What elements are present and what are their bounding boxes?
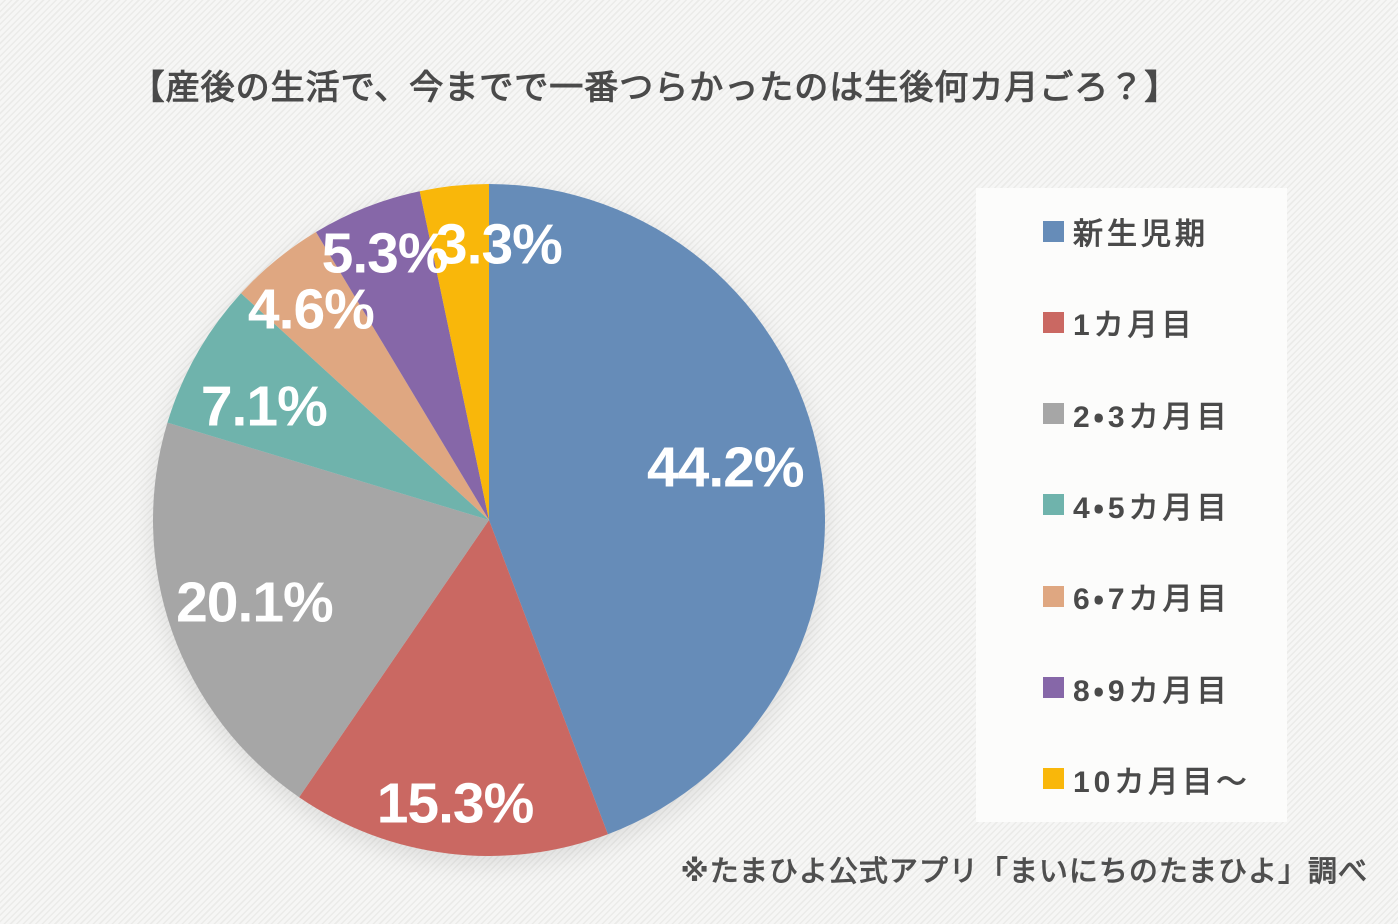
pie-slice-4 <box>241 231 489 520</box>
legend-label: 1カ月目 <box>1073 309 1196 343</box>
source-note: ※たまひよ公式アプリ「まいにちのたまひよ」調べ <box>680 856 1368 888</box>
slice-value-label-0: 44.2% <box>646 435 805 500</box>
legend-swatch-icon <box>1043 220 1064 242</box>
legend-swatch-icon <box>1043 768 1064 790</box>
legend-item-1: 1カ月目 <box>1043 305 1277 342</box>
pie-chart <box>153 184 825 856</box>
pie-slice-0 <box>489 184 825 835</box>
legend-swatch-icon <box>1043 585 1064 607</box>
legend-swatch-icon <box>1043 677 1064 699</box>
legend-item-2: 2・3カ月目 <box>1043 397 1277 434</box>
slice-value-label-4: 4.6% <box>247 277 375 342</box>
slice-value-label-5: 5.3% <box>321 221 449 286</box>
legend-swatch-icon <box>1043 403 1064 425</box>
slice-value-label-2: 20.1% <box>176 570 334 634</box>
slice-value-label-1: 15.3% <box>376 771 535 836</box>
chart-title: 【産後の生活で、今までで一番つらかったのは生後何カ月ごろ？】 <box>130 69 1180 107</box>
legend-label: 8・9カ月目 <box>1073 674 1231 708</box>
pie-slice-6 <box>419 184 489 520</box>
legend-item-0: 新生児期 <box>1043 214 1277 251</box>
slice-value-label-3: 7.1% <box>200 374 328 439</box>
legend-label: 2・3カ月目 <box>1073 400 1231 434</box>
pie-wrap: 44.2% 15.3% 20.1% 7.1% 4.6% 5.3% 3.3% <box>153 184 825 856</box>
legend-item-6: 10カ月目〜 <box>1043 762 1277 799</box>
pie-slice-5 <box>315 191 489 520</box>
legend-swatch-icon <box>1043 311 1064 333</box>
pie-slice-2 <box>153 422 489 798</box>
pie-slice-1 <box>299 520 608 856</box>
legend-item-3: 4・5カ月目 <box>1043 488 1277 525</box>
legend-label: 6・7カ月目 <box>1073 583 1231 617</box>
legend-item-5: 8・9カ月目 <box>1043 671 1277 708</box>
legend-item-4: 6・7カ月目 <box>1043 579 1277 616</box>
pie-slice-3 <box>167 293 490 520</box>
legend-label: 4・5カ月目 <box>1073 491 1231 525</box>
legend: 新生児期 1カ月目 2・3カ月目 4・5カ月目 6・7カ月目 8・9カ月目 10カ月目〜 <box>976 188 1287 822</box>
legend-label: 新生児期 <box>1073 218 1209 251</box>
slice-value-label-6: 3.3% <box>435 212 563 277</box>
legend-label: 10カ月目〜 <box>1073 765 1251 799</box>
legend-swatch-icon <box>1043 494 1064 516</box>
